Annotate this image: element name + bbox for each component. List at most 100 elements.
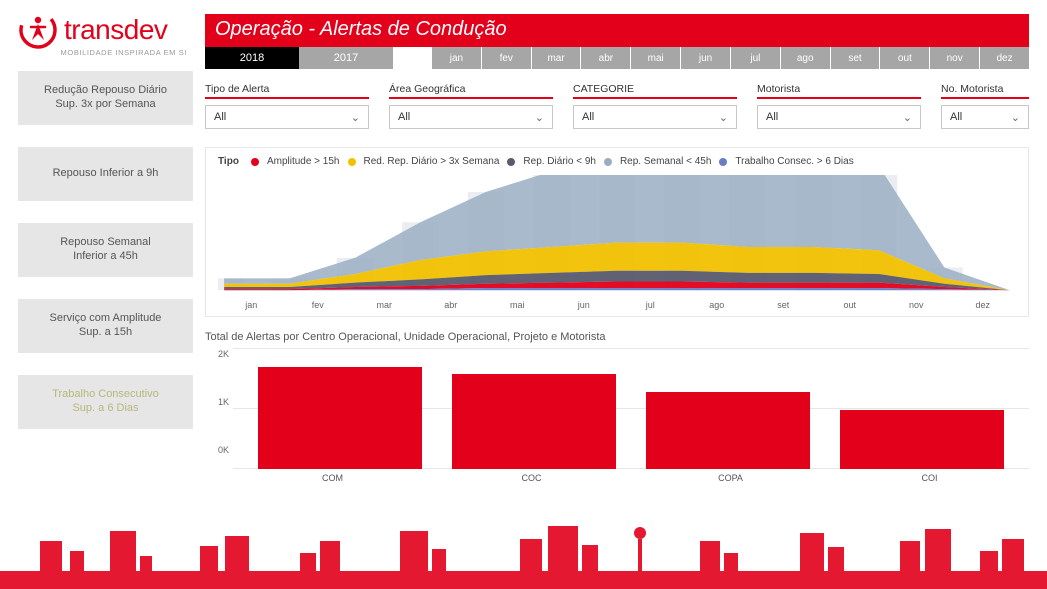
month-button-ago[interactable]: ago [780, 47, 830, 69]
filter-0: Tipo de Alerta All ⌄ [205, 83, 369, 129]
area-chart-card: Tipo Amplitude > 15h Red. Rep. Diário > 3x… [205, 147, 1029, 317]
month-button-out[interactable]: out [879, 47, 929, 69]
filter-label: Tipo de Alerta [205, 83, 369, 99]
chevron-down-icon: ⌄ [535, 111, 544, 124]
area-chart-x-axis: janfevmarabrmaijunjulagosetoutnovdez [218, 300, 1016, 310]
legend-label: Rep. Semanal < 45h [620, 156, 711, 167]
filter-1: Área Geográfica All ⌄ [389, 83, 553, 129]
y-tick: 2K [218, 349, 229, 359]
x-tick: ago [684, 300, 751, 310]
filter-value: All [214, 111, 226, 123]
x-tick: fev [285, 300, 352, 310]
legend-label: Trabalho Consec. > 6 Dias [735, 156, 853, 167]
sidebar: transdev MOBILIDADE INSPIRADA EM SI Redu… [0, 0, 205, 505]
month-button-fev[interactable]: fev [481, 47, 531, 69]
sidebar-item-0[interactable]: Redução Repouso DiárioSup. 3x por Semana [18, 71, 193, 125]
filter-3: Motorista All⌄ [757, 83, 921, 129]
year-button-2018[interactable]: 2018 [205, 47, 299, 69]
brand-logo: transdev [18, 10, 193, 50]
filter-select[interactable]: All ⌄ [573, 105, 737, 129]
x-tick: COI [830, 473, 1029, 483]
x-tick: jul [617, 300, 684, 310]
legend-label: Rep. Diário < 9h [523, 156, 596, 167]
filter-label: No. Motorista [941, 83, 1029, 99]
sidebar-item-line1: Repouso Inferior a 9h [53, 167, 159, 181]
month-button-dez[interactable]: dez [979, 47, 1029, 69]
sidebar-item-1[interactable]: Repouso Inferior a 9h [18, 147, 193, 201]
legend-dot [507, 158, 515, 166]
month-button-abr[interactable]: abr [580, 47, 630, 69]
bar-chart-x-axis: COMCOCCOPACOI [233, 473, 1029, 483]
bar-chart: 2K1K0K [205, 349, 1029, 469]
legend-dot [604, 158, 612, 166]
month-button-jul[interactable]: jul [730, 47, 780, 69]
legend-title: Tipo [218, 156, 239, 167]
filters-row: Tipo de AlertaAll⌄Área GeográficaAll⌄CAT… [205, 83, 1029, 129]
x-tick: out [817, 300, 884, 310]
sidebar-item-line1: Trabalho Consecutivo [52, 388, 159, 402]
x-tick: nov [883, 300, 950, 310]
bar-COI[interactable] [840, 410, 1004, 469]
filter-value: All [398, 111, 410, 123]
legend-dot [348, 158, 356, 166]
x-tick: COC [432, 473, 631, 483]
x-tick: COPA [631, 473, 830, 483]
sidebar-item-line1: Redução Repouso Diário [44, 84, 167, 98]
filter-select[interactable]: All ⌄ [205, 105, 369, 129]
filter-4: No. Motorista All⌄ [941, 83, 1029, 129]
filter-label: CATEGORIE [573, 83, 737, 99]
sidebar-item-2[interactable]: Repouso SemanalInferior a 45h [18, 223, 193, 277]
month-button-jan[interactable]: jan [431, 47, 481, 69]
sidebar-item-line2: Sup. 3x por Semana [55, 98, 155, 112]
y-tick: 1K [218, 397, 229, 407]
sidebar-item-line1: Repouso Semanal [60, 236, 151, 250]
filter-value: All [766, 111, 778, 123]
sidebar-item-3[interactable]: Serviço com AmplitudeSup. a 15h [18, 299, 193, 353]
filter-label: Área Geográfica [389, 83, 553, 99]
legend-dot [251, 158, 259, 166]
x-tick: mar [351, 300, 418, 310]
filter-label: Motorista [757, 83, 921, 99]
bar-chart-section: Total de Alertas por Centro Operacional,… [205, 331, 1029, 483]
month-button-mar[interactable]: mar [531, 47, 581, 69]
legend-dot [719, 158, 727, 166]
brand-name: transdev [64, 14, 167, 46]
sidebar-item-line2: Sup. a 15h [79, 326, 132, 340]
x-tick: jun [551, 300, 618, 310]
x-tick: dez [950, 300, 1017, 310]
page-title: Operação - Alertas de Condução [205, 14, 1029, 47]
bar-COPA[interactable] [646, 392, 810, 469]
sidebar-item-line1: Serviço com Amplitude [50, 312, 162, 326]
year-button-2017[interactable]: 2017 [299, 47, 393, 69]
filter-2: CATEGORIE All ⌄ [573, 83, 737, 129]
filter-value: All [582, 111, 594, 123]
x-tick: abr [418, 300, 485, 310]
filter-select[interactable]: All⌄ [941, 105, 1029, 129]
month-button-set[interactable]: set [830, 47, 880, 69]
chevron-down-icon: ⌄ [719, 111, 728, 124]
legend-label: Amplitude > 15h [267, 156, 340, 167]
month-button-nov[interactable]: nov [929, 47, 979, 69]
legend-label: Red. Rep. Diário > 3x Semana [364, 156, 500, 167]
month-button-mai[interactable]: mai [630, 47, 680, 69]
filter-select[interactable]: All⌄ [757, 105, 921, 129]
filter-value: All [950, 111, 962, 123]
x-tick: jan [218, 300, 285, 310]
area-chart-legend: Tipo Amplitude > 15h Red. Rep. Diário > 3x… [218, 156, 1016, 167]
sidebar-item-4[interactable]: Trabalho ConsecutivoSup. a 6 Dias [18, 375, 193, 429]
bar-COC[interactable] [452, 374, 616, 469]
month-button-jun[interactable]: jun [680, 47, 730, 69]
bar-chart-plot [233, 349, 1029, 469]
transdev-icon [18, 10, 58, 50]
bar-chart-y-axis: 2K1K0K [205, 349, 233, 469]
chevron-down-icon: ⌄ [351, 111, 360, 124]
x-tick: COM [233, 473, 432, 483]
main-content: Operação - Alertas de Condução 20182017 j… [205, 14, 1029, 589]
filter-select[interactable]: All ⌄ [389, 105, 553, 129]
x-tick: set [750, 300, 817, 310]
year-month-selector: 20182017 janfevmarabrmaijunjulagosetoutno… [205, 47, 1029, 69]
bar-COM[interactable] [258, 367, 422, 469]
bar-chart-title: Total de Alertas por Centro Operacional,… [205, 331, 1029, 343]
area-chart [218, 175, 1016, 295]
sidebar-item-line2: Inferior a 45h [73, 250, 138, 264]
